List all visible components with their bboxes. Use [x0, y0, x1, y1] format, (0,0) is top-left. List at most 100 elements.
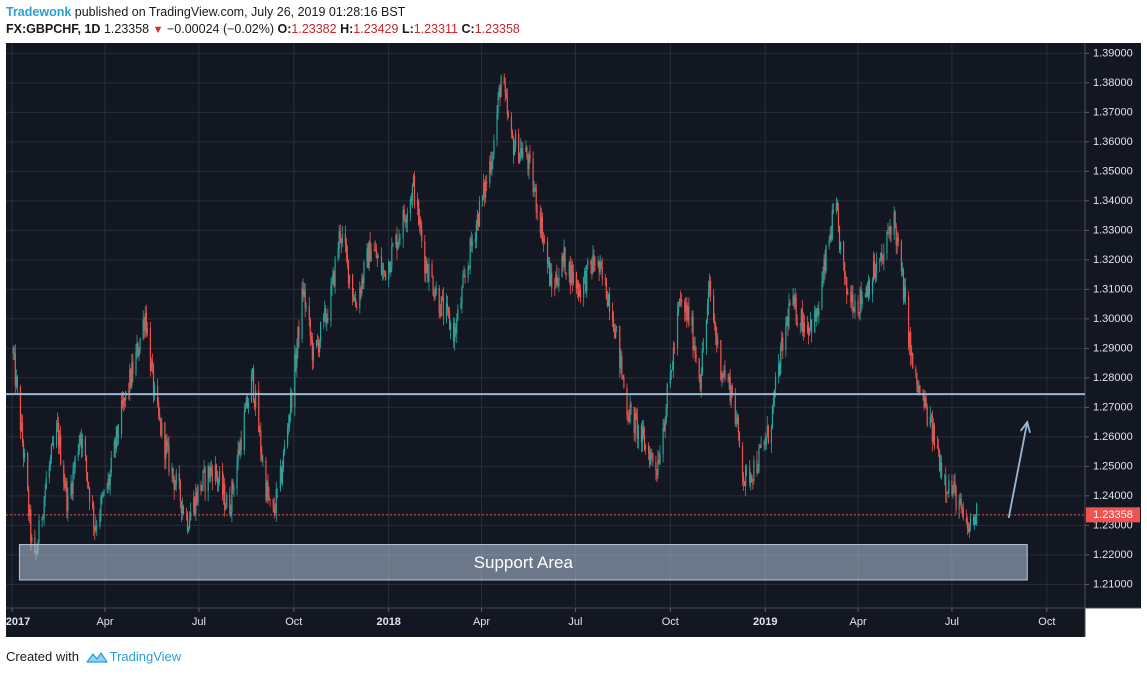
candle-body [316, 340, 319, 342]
candle-body [551, 272, 553, 288]
candle-body [302, 288, 304, 296]
chart-plot-area[interactable] [6, 43, 1085, 608]
candle-body [883, 253, 885, 262]
candle-body [421, 228, 423, 242]
candle-body [497, 96, 499, 114]
candle-body [852, 294, 854, 311]
candle-body [101, 496, 103, 498]
candle-body [522, 151, 524, 158]
candle-body [800, 309, 802, 325]
candle-body [81, 438, 83, 449]
candle-body [953, 481, 955, 493]
candle-body [226, 495, 228, 508]
candle-body [490, 161, 492, 171]
time-tick-label: Jul [945, 616, 959, 628]
author-name[interactable]: Tradewonk [6, 5, 72, 19]
candle-body [525, 147, 527, 152]
candle-body [526, 147, 528, 158]
candle-body [449, 323, 452, 330]
candle-body [346, 253, 349, 260]
candle-body [377, 255, 379, 258]
candle-body [888, 231, 890, 233]
candle-body [290, 392, 292, 415]
candle-body [627, 415, 629, 419]
candle-body [159, 414, 161, 419]
candle-body [332, 271, 334, 282]
candle-body [92, 502, 94, 507]
candle-body [532, 158, 534, 192]
candle-body [939, 463, 942, 471]
candle-body [151, 361, 154, 366]
candle-body [944, 476, 946, 477]
candle-body [71, 483, 73, 495]
support-area-box[interactable] [18, 544, 1028, 581]
candle-body [469, 238, 471, 269]
candle-body [88, 488, 91, 503]
candle-body [919, 385, 921, 394]
candle-body [496, 113, 498, 141]
candle-body [825, 245, 827, 271]
price-tick-labels: 1.21000 1.22000 1.23000 1.24000 1.25000 1.260… [1085, 47, 1133, 590]
candle-body [103, 489, 105, 495]
candle-body [546, 241, 549, 264]
candle-body [672, 347, 675, 369]
candle-body [882, 260, 884, 262]
candle-body [374, 249, 376, 251]
candle-body [831, 209, 833, 240]
candle-body [338, 231, 340, 249]
candle-body [859, 288, 861, 314]
candle-body [686, 305, 688, 321]
candle-body [743, 481, 746, 487]
candle-body [230, 512, 232, 515]
candle-body [22, 443, 25, 458]
candle-body [294, 354, 296, 408]
price-tick-label: 1.28000 [1093, 372, 1133, 384]
candle-body [425, 260, 427, 274]
candle-body [117, 433, 120, 438]
candle-body [857, 300, 859, 314]
candle-body [894, 211, 896, 227]
projection-arrow[interactable] [1007, 420, 1031, 519]
candle-body [886, 232, 888, 254]
candle-body [261, 452, 263, 461]
candle-body [781, 337, 783, 347]
candle-body [865, 286, 867, 295]
candle-body [145, 312, 147, 334]
price-chart[interactable]: 1.21000 1.22000 1.23000 1.24000 1.25000 1.260… [6, 43, 1141, 637]
candle-body [670, 370, 672, 373]
candle-body [629, 404, 631, 422]
low-value: 1.23311 [413, 22, 459, 36]
candle-body [239, 440, 241, 455]
candle-body [620, 355, 622, 368]
candle-body [923, 395, 925, 408]
candle-body [431, 264, 433, 278]
candle-body [843, 241, 845, 263]
candle-body [600, 261, 602, 268]
candle-body [695, 354, 697, 359]
time-axis[interactable] [6, 608, 1085, 637]
candle-body [908, 296, 910, 348]
candle-body [662, 427, 664, 455]
candle-body [615, 327, 617, 339]
candle-body [598, 261, 600, 273]
candle-body [793, 295, 795, 304]
candle-body [461, 287, 463, 304]
candle-body [250, 375, 253, 403]
candle-body [926, 406, 928, 426]
candle-body [77, 451, 79, 457]
candle-body [65, 481, 67, 488]
candle-body [597, 261, 599, 266]
candle-body [149, 327, 152, 371]
candle-body [893, 211, 895, 235]
candle-body [109, 472, 111, 486]
candle-body [641, 427, 644, 442]
candle-body [838, 226, 841, 250]
candle-body [648, 445, 650, 454]
footer: Created with TradingView [6, 649, 181, 664]
candle-body [709, 280, 712, 296]
candle-body [569, 262, 571, 286]
tradingview-link[interactable]: TradingView [109, 649, 182, 664]
candle-body [912, 352, 914, 369]
candle-body [405, 222, 407, 224]
candle-body [392, 244, 394, 247]
